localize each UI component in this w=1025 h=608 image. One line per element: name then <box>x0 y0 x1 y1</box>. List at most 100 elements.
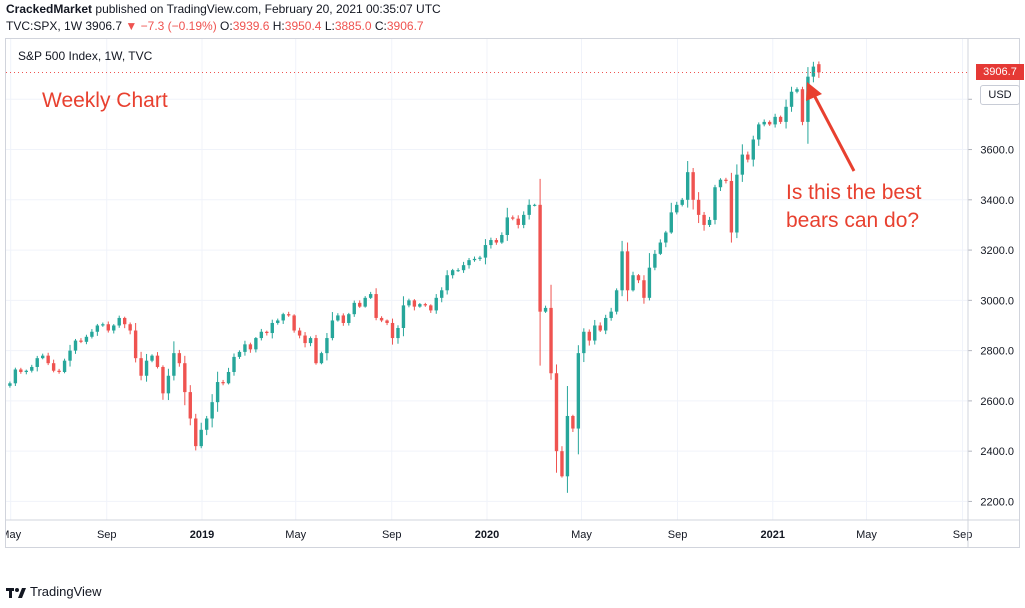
candle-body <box>347 314 351 323</box>
price-chart[interactable]: 2200.0 2400.0 2600.0 2800.0 3000.0 3200.0 3400… <box>6 39 1019 547</box>
tradingview-logo[interactable]: TradingView <box>6 584 102 599</box>
candle-body <box>341 315 346 323</box>
candle-body <box>352 302 356 315</box>
candle-body <box>784 106 788 122</box>
candle-body <box>215 382 220 403</box>
candle-body <box>161 366 165 394</box>
candle-body <box>390 322 395 339</box>
candle-body <box>292 315 296 331</box>
x-tick-label: Sep <box>382 529 402 541</box>
candle-body <box>68 350 72 361</box>
candle-body <box>8 383 12 386</box>
candle-body <box>642 280 646 298</box>
candle-body <box>128 324 132 331</box>
candle-body <box>658 242 663 254</box>
symbol-label: TVC:SPX, 1W <box>6 19 83 33</box>
candle-body <box>325 338 329 354</box>
x-tick-label: May <box>285 529 306 541</box>
candle-body <box>412 300 417 307</box>
y-tick-label: 3600.0 <box>980 145 1014 157</box>
candle-body <box>773 116 777 125</box>
price-change: −7.3 (−0.19%) <box>140 19 217 33</box>
chart-frame[interactable]: 2200.0 2400.0 2600.0 2800.0 3000.0 3200.0 3400… <box>5 38 1024 548</box>
candle-body <box>653 253 657 268</box>
candle-body <box>735 174 739 233</box>
candle-body <box>308 338 313 344</box>
tradingview-brand: TradingView <box>30 584 102 599</box>
candle-body <box>467 260 471 266</box>
candle-body <box>303 335 307 344</box>
candle-body <box>587 331 591 341</box>
candle-body <box>101 324 105 326</box>
candle-body <box>483 245 488 258</box>
candle-body <box>620 251 624 291</box>
candle-body <box>57 370 61 372</box>
x-tick-label: May <box>856 529 877 541</box>
currency-button[interactable]: USD <box>980 85 1020 105</box>
candle-body <box>478 257 482 259</box>
candle-body <box>494 240 499 243</box>
candle-body <box>445 275 449 291</box>
candle-body <box>582 331 586 354</box>
candle-body <box>243 344 247 352</box>
candle-body <box>472 258 477 261</box>
x-tick-label: Sep <box>953 529 973 541</box>
candle-body <box>718 179 723 188</box>
candle-body <box>221 382 225 384</box>
open-label: O: <box>220 19 233 33</box>
candle-body <box>461 265 466 271</box>
candle-body <box>237 351 242 357</box>
chart-legend: S&P 500 Index, 1W, TVC <box>18 49 153 63</box>
candle-body <box>19 369 23 372</box>
weekly-chart-annotation: Weekly Chart <box>42 89 168 112</box>
author-name[interactable]: CrackedMarket <box>6 2 93 16</box>
candle-body <box>314 338 318 364</box>
candle-body <box>593 325 597 341</box>
candle-body <box>631 275 635 291</box>
candle-body <box>194 418 198 447</box>
candle-body <box>636 275 641 281</box>
candle-body <box>696 199 701 215</box>
y-tick-label: 3200.0 <box>980 245 1014 257</box>
candle-body <box>440 290 444 298</box>
y-tick-label: 2800.0 <box>980 346 1014 358</box>
candle-body <box>188 392 192 419</box>
candle-body <box>79 340 83 342</box>
publish-line: CrackedMarket published on TradingView.c… <box>6 2 441 16</box>
candle-body <box>297 330 302 336</box>
candle-body <box>330 320 335 339</box>
candle-body <box>614 290 619 312</box>
candle-body <box>24 370 28 372</box>
candle-body <box>522 214 526 225</box>
candle-body <box>401 305 406 328</box>
candle-body <box>183 363 187 393</box>
candle-body <box>254 338 258 350</box>
candle-body <box>429 305 433 311</box>
candle-body <box>259 331 264 339</box>
candle-body <box>450 270 455 276</box>
candle-body <box>95 325 100 332</box>
x-tick-label: 2020 <box>475 529 499 541</box>
candle-body <box>527 204 531 215</box>
candle-body <box>680 199 684 205</box>
close-value: 3906.7 <box>386 19 424 33</box>
candle-body <box>609 311 613 318</box>
candle-body <box>675 204 679 213</box>
candle-body <box>281 314 285 321</box>
candle-body <box>117 317 121 326</box>
open-value: 3939.6 <box>232 19 270 33</box>
candle-body <box>144 360 149 376</box>
candle-body <box>30 366 34 371</box>
candle-body <box>423 304 428 306</box>
x-tick-label: 2019 <box>190 529 214 541</box>
candle-body <box>456 270 460 272</box>
candle-body <box>554 373 559 452</box>
candle-body <box>41 355 45 359</box>
candle-body <box>669 212 673 233</box>
candle-body <box>368 294 373 298</box>
candle-body <box>713 187 717 220</box>
low-label: L: <box>324 19 335 33</box>
candle-body <box>51 363 56 371</box>
candle-body <box>106 324 110 331</box>
down-arrow-icon: ▼ <box>125 19 138 33</box>
